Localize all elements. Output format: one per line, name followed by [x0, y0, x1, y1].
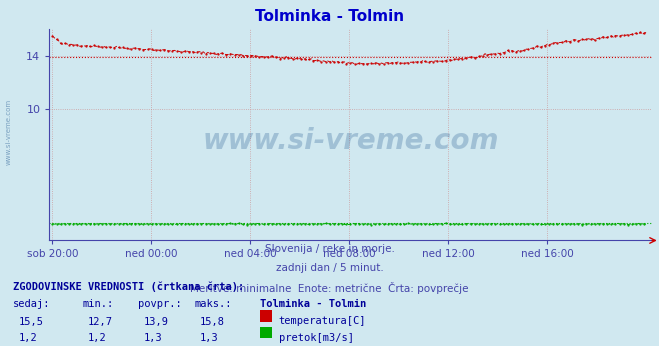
Text: ZGODOVINSKE VREDNOSTI (črtkana črta):: ZGODOVINSKE VREDNOSTI (črtkana črta):	[13, 282, 244, 292]
Text: www.si-vreme.com: www.si-vreme.com	[203, 127, 499, 155]
Text: 15,5: 15,5	[18, 317, 43, 327]
Text: sedaj:: sedaj:	[13, 299, 51, 309]
Text: 1,3: 1,3	[144, 333, 162, 343]
Text: www.si-vreme.com: www.si-vreme.com	[5, 98, 12, 165]
Text: 1,2: 1,2	[88, 333, 106, 343]
Text: Tolminka - Tolmin: Tolminka - Tolmin	[260, 299, 366, 309]
Text: Slovenija / reke in morje.: Slovenija / reke in morje.	[264, 244, 395, 254]
Text: povpr.:: povpr.:	[138, 299, 182, 309]
Text: 12,7: 12,7	[88, 317, 113, 327]
Text: 1,3: 1,3	[200, 333, 218, 343]
Text: zadnji dan / 5 minut.: zadnji dan / 5 minut.	[275, 263, 384, 273]
Text: 13,9: 13,9	[144, 317, 169, 327]
Text: Meritve: minimalne  Enote: metrične  Črta: povprečje: Meritve: minimalne Enote: metrične Črta:…	[190, 282, 469, 294]
Text: temperatura[C]: temperatura[C]	[279, 316, 366, 326]
Text: Tolminka - Tolmin: Tolminka - Tolmin	[255, 9, 404, 24]
Text: pretok[m3/s]: pretok[m3/s]	[279, 333, 354, 343]
Text: maks.:: maks.:	[194, 299, 232, 309]
Text: 15,8: 15,8	[200, 317, 225, 327]
Text: min.:: min.:	[82, 299, 113, 309]
Text: 1,2: 1,2	[18, 333, 37, 343]
